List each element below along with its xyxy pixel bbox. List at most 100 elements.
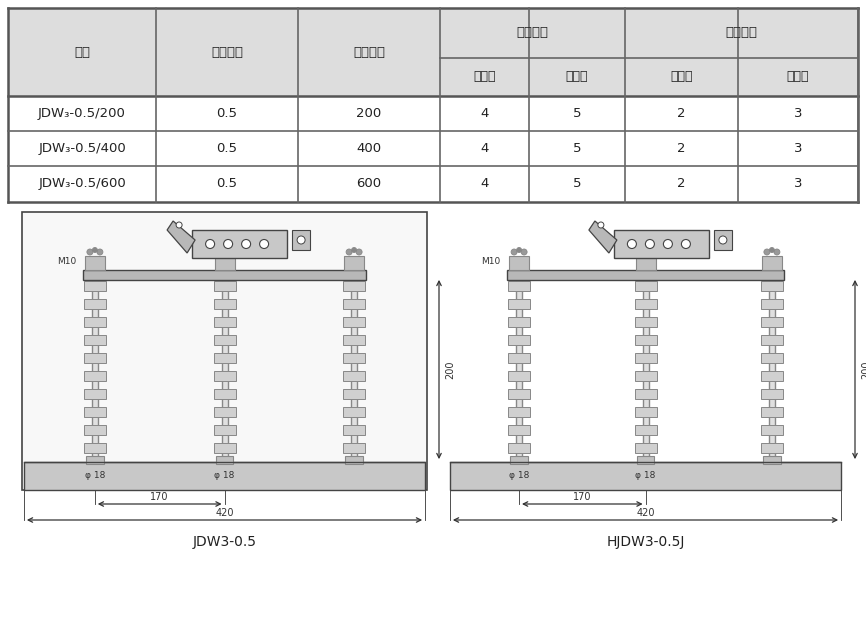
Circle shape — [627, 239, 637, 249]
Bar — [635, 407, 656, 417]
Bar — [508, 389, 530, 399]
Text: 断口间: 断口间 — [565, 70, 588, 83]
Bar — [86, 456, 104, 464]
Bar — [192, 230, 288, 258]
Text: 3: 3 — [794, 142, 802, 155]
Circle shape — [222, 248, 227, 253]
Bar — [508, 425, 530, 435]
Bar — [508, 299, 530, 309]
Bar — [508, 443, 530, 453]
Bar — [8, 131, 858, 166]
Text: 3: 3 — [794, 177, 802, 190]
Bar — [761, 299, 783, 309]
Bar — [84, 443, 106, 453]
Bar — [761, 281, 783, 291]
Polygon shape — [167, 221, 195, 253]
Circle shape — [356, 249, 362, 255]
Text: 0.5: 0.5 — [216, 107, 237, 120]
Bar — [763, 456, 781, 464]
Bar — [635, 317, 656, 327]
Text: 420: 420 — [637, 508, 655, 518]
Text: 200: 200 — [861, 360, 866, 379]
Text: 400: 400 — [357, 142, 382, 155]
Circle shape — [216, 249, 223, 255]
Bar — [761, 353, 783, 363]
Text: JDW3-0.5: JDW3-0.5 — [192, 535, 256, 549]
Text: JDW₃-0.5/400: JDW₃-0.5/400 — [38, 142, 126, 155]
Text: 4: 4 — [481, 177, 488, 190]
Bar — [214, 299, 236, 309]
Circle shape — [645, 239, 655, 249]
Text: φ 18: φ 18 — [214, 471, 235, 481]
Circle shape — [719, 236, 727, 244]
Bar — [761, 317, 783, 327]
Text: 200: 200 — [357, 107, 382, 120]
Bar — [508, 317, 530, 327]
Bar — [343, 353, 365, 363]
Text: 170: 170 — [573, 492, 591, 502]
Bar — [84, 353, 106, 363]
Circle shape — [93, 248, 97, 253]
Bar — [216, 456, 233, 464]
Circle shape — [598, 222, 604, 228]
Text: 3: 3 — [794, 107, 802, 120]
Bar — [635, 353, 656, 363]
Text: 相对地: 相对地 — [670, 70, 693, 83]
Circle shape — [648, 249, 654, 255]
Bar — [343, 389, 365, 399]
Circle shape — [517, 248, 521, 253]
Circle shape — [352, 248, 357, 253]
Bar — [84, 299, 106, 309]
Text: 2: 2 — [677, 142, 686, 155]
Bar — [635, 371, 656, 381]
Text: 0.5: 0.5 — [216, 142, 237, 155]
Bar — [635, 443, 656, 453]
Text: 5: 5 — [572, 142, 581, 155]
Bar — [761, 335, 783, 345]
Circle shape — [176, 222, 182, 228]
Bar — [214, 335, 236, 345]
Text: 4: 4 — [481, 142, 488, 155]
Bar — [714, 230, 732, 250]
Text: φ 18: φ 18 — [85, 471, 105, 481]
Bar — [343, 371, 365, 381]
Bar — [343, 335, 365, 345]
Text: HJDW3-0.5J: HJDW3-0.5J — [606, 535, 685, 549]
Text: φ 18: φ 18 — [636, 471, 656, 481]
Text: 相对地: 相对地 — [473, 70, 495, 83]
Bar — [769, 277, 775, 460]
Bar — [222, 277, 228, 460]
Circle shape — [260, 239, 268, 249]
Bar — [343, 407, 365, 417]
Text: 额定电流: 额定电流 — [353, 45, 385, 58]
Bar — [84, 425, 106, 435]
Circle shape — [227, 249, 232, 255]
Bar — [84, 371, 106, 381]
Bar — [8, 8, 858, 96]
Bar — [8, 96, 858, 131]
Bar — [344, 256, 364, 270]
Circle shape — [769, 248, 774, 253]
Circle shape — [297, 236, 305, 244]
Bar — [635, 389, 656, 399]
Circle shape — [223, 239, 233, 249]
Bar — [84, 407, 106, 417]
Text: 0.5: 0.5 — [216, 177, 237, 190]
Circle shape — [87, 249, 93, 255]
Bar — [84, 281, 106, 291]
Circle shape — [242, 239, 250, 249]
Text: 170: 170 — [151, 492, 169, 502]
Bar — [762, 256, 782, 270]
Bar — [214, 281, 236, 291]
Bar — [8, 166, 858, 201]
Text: 冲击耐压: 冲击耐压 — [726, 27, 758, 40]
Circle shape — [205, 239, 215, 249]
Circle shape — [511, 249, 517, 255]
Circle shape — [764, 249, 770, 255]
Text: M10: M10 — [57, 258, 76, 266]
Circle shape — [643, 248, 648, 253]
Text: M10: M10 — [481, 258, 501, 266]
Bar — [508, 335, 530, 345]
Bar — [214, 353, 236, 363]
Circle shape — [97, 249, 103, 255]
